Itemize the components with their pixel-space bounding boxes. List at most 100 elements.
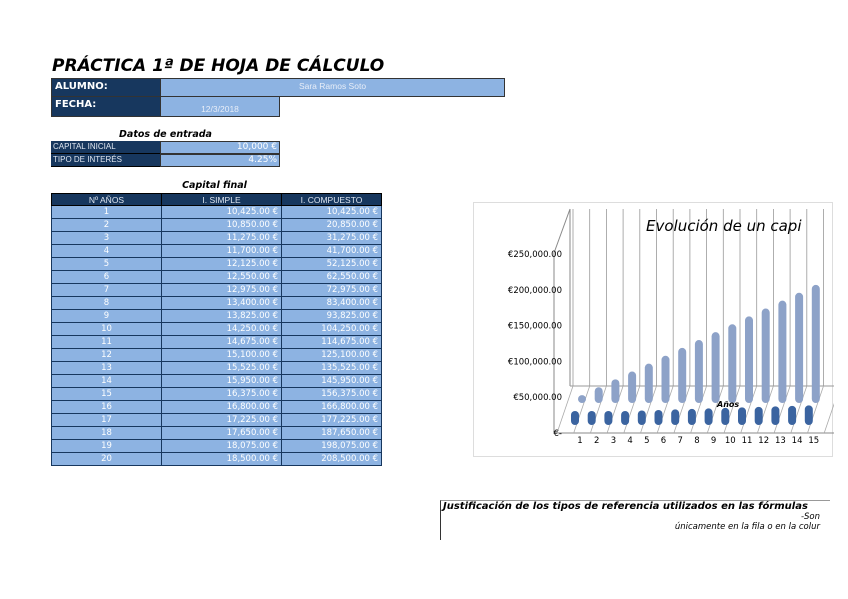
cell-compuesto[interactable]: 104,250.00 €	[281, 322, 382, 336]
floor-line	[773, 385, 791, 434]
cell-anos[interactable]: 12	[51, 348, 162, 362]
y-tick-label: €50,000.00	[513, 393, 562, 403]
cell-compuesto[interactable]: 72,975.00 €	[281, 283, 382, 297]
bar-simple	[738, 407, 746, 425]
cell-anos[interactable]: 18	[51, 426, 162, 440]
cell-simple[interactable]: 12,550.00 €	[161, 270, 282, 284]
cell-simple[interactable]: 12,125.00 €	[161, 257, 282, 271]
cell-anos[interactable]: 19	[51, 439, 162, 453]
cell-simple[interactable]: 18,075.00 €	[161, 439, 282, 453]
cell-compuesto[interactable]: 177,225.00 €	[281, 413, 382, 427]
y-tick-label: €100,000.00	[508, 357, 562, 367]
cell-compuesto[interactable]: 166,800.00 €	[281, 400, 382, 414]
cell-compuesto[interactable]: 10,425.00 €	[281, 205, 382, 219]
x-tick-label: 8	[694, 436, 699, 446]
capital-cell[interactable]: 10,000 €	[160, 141, 280, 154]
cell-anos[interactable]: 5	[51, 257, 162, 271]
x-tick-label: 6	[661, 436, 666, 446]
cell-simple[interactable]: 10,850.00 €	[161, 218, 282, 232]
cell-anos[interactable]: 20	[51, 452, 162, 466]
cell-anos[interactable]: 10	[51, 322, 162, 336]
cell-compuesto[interactable]: 125,100.00 €	[281, 348, 382, 362]
x-tick-label: 2	[594, 436, 599, 446]
cell-simple[interactable]: 15,950.00 €	[161, 374, 282, 388]
cell-anos[interactable]: 8	[51, 296, 162, 310]
cell-anos[interactable]: 16	[51, 400, 162, 414]
x-tick-label: 12	[758, 436, 769, 446]
cell-simple[interactable]: 15,525.00 €	[161, 361, 282, 375]
cell-compuesto[interactable]: 20,850.00 €	[281, 218, 382, 232]
cell-simple[interactable]: 17,650.00 €	[161, 426, 282, 440]
cell-anos[interactable]: 9	[51, 309, 162, 323]
floor-line	[706, 385, 724, 434]
bar-compuesto	[711, 332, 720, 403]
alumno-cell[interactable]: Sara Ramos Soto	[160, 78, 505, 97]
cell-anos[interactable]: 14	[51, 374, 162, 388]
bar-simple	[604, 411, 613, 425]
cell-anos[interactable]: 15	[51, 387, 162, 401]
cell-compuesto[interactable]: 62,550.00 €	[281, 270, 382, 284]
cell-simple[interactable]: 14,250.00 €	[161, 322, 282, 336]
table-row: 6 12,550.00 €62,550.00 €	[51, 270, 382, 284]
cell-anos[interactable]: 1	[51, 205, 162, 219]
cell-simple[interactable]: 14,675.00 €	[161, 335, 282, 349]
cell-simple[interactable]: 11,275.00 €	[161, 231, 282, 245]
cell-compuesto[interactable]: 93,825.00 €	[281, 309, 382, 323]
bar-simple	[571, 411, 579, 425]
floor-line	[640, 385, 657, 434]
cell-compuesto[interactable]: 208,500.00 €	[281, 452, 382, 466]
cell-anos[interactable]: 2	[51, 218, 162, 232]
fecha-cell[interactable]: 12/3/2018	[160, 96, 280, 117]
cell-compuesto[interactable]: 156,375.00 €	[281, 387, 382, 401]
cell-compuesto[interactable]: 135,525.00 €	[281, 361, 382, 375]
table-row: 15 16,375.00 €156,375.00 €	[51, 387, 382, 401]
bar-compuesto	[594, 387, 603, 403]
cell-simple[interactable]: 12,975.00 €	[161, 283, 282, 297]
cell-compuesto[interactable]: 198,075.00 €	[281, 439, 382, 453]
cell-anos[interactable]: 13	[51, 361, 162, 375]
cell-compuesto[interactable]: 114,675.00 €	[281, 335, 382, 349]
cell-anos[interactable]: 6	[51, 270, 162, 284]
cell-simple[interactable]: 16,375.00 €	[161, 387, 282, 401]
cell-compuesto[interactable]: 52,125.00 €	[281, 257, 382, 271]
cell-simple[interactable]: 13,400.00 €	[161, 296, 282, 310]
cell-anos[interactable]: 17	[51, 413, 162, 427]
fecha-label: FECHA:	[51, 96, 161, 117]
table-row: 8 13,400.00 €83,400.00 €	[51, 296, 382, 310]
cell-compuesto[interactable]: 41,700.00 €	[281, 244, 382, 258]
bar-compuesto	[628, 371, 637, 403]
bar-simple	[637, 410, 646, 425]
cell-compuesto[interactable]: 31,275.00 €	[281, 231, 382, 245]
cell-anos[interactable]: 11	[51, 335, 162, 349]
bar-compuesto	[795, 292, 804, 403]
bar-simple	[788, 405, 797, 425]
x-tick-label: 10	[725, 436, 736, 446]
floor-line	[623, 385, 641, 434]
cell-simple[interactable]: 10,425.00 €	[161, 205, 282, 219]
interes-cell[interactable]: 4.25%	[160, 154, 280, 167]
cell-compuesto[interactable]: 83,400.00 €	[281, 296, 382, 310]
cell-compuesto[interactable]: 145,950.00 €	[281, 374, 382, 388]
floor-line	[673, 385, 691, 434]
table-row: 18 17,650.00 €187,650.00 €	[51, 426, 382, 440]
cell-simple[interactable]: 13,825.00 €	[161, 309, 282, 323]
bar-simple	[621, 410, 630, 425]
cell-simple[interactable]: 15,100.00 €	[161, 348, 282, 362]
cell-anos[interactable]: 4	[51, 244, 162, 258]
cell-anos[interactable]: 7	[51, 283, 162, 297]
bar-compuesto	[811, 284, 820, 403]
table-row: 12 15,100.00 €125,100.00 €	[51, 348, 382, 362]
floor-line	[656, 385, 674, 434]
chart[interactable]: €- €50,000.00 €100,000.00 €150,000.00 €200,0…	[473, 202, 841, 457]
cell-simple[interactable]: 16,800.00 €	[161, 400, 282, 414]
bar-compuesto	[761, 308, 770, 403]
cell-simple[interactable]: 17,225.00 €	[161, 413, 282, 427]
x-tick-label: 9	[711, 436, 716, 446]
cell-simple[interactable]: 11,700.00 €	[161, 244, 282, 258]
cell-anos[interactable]: 3	[51, 231, 162, 245]
capital-label: CAPITAL INICIAL	[51, 141, 161, 154]
cell-simple[interactable]: 18,500.00 €	[161, 452, 282, 466]
cell-compuesto[interactable]: 187,650.00 €	[281, 426, 382, 440]
bar-simple	[754, 406, 763, 425]
bar-simple	[804, 405, 813, 425]
